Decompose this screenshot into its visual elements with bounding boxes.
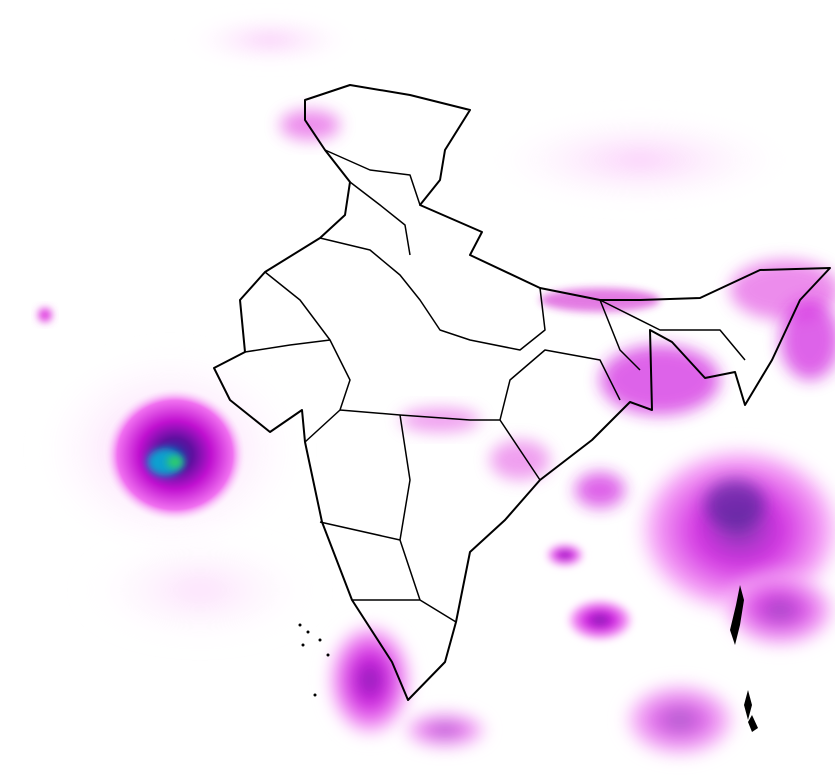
cloud <box>400 408 480 432</box>
cloud <box>280 110 340 140</box>
island <box>730 585 744 645</box>
island <box>313 693 317 697</box>
boundaries <box>213 84 831 701</box>
cloud-haze <box>80 540 320 640</box>
cloud <box>780 300 835 380</box>
cloud <box>565 598 635 642</box>
cloud <box>600 345 720 415</box>
island <box>306 630 310 634</box>
cyclone-eye <box>147 448 183 476</box>
cloud <box>38 308 52 322</box>
cloud <box>325 620 415 740</box>
cloud <box>720 570 835 650</box>
cloud <box>545 543 585 567</box>
cloud <box>400 710 490 750</box>
cloud <box>575 472 625 508</box>
island <box>298 623 302 627</box>
island <box>318 638 322 642</box>
country-outline <box>213 84 831 701</box>
cloud <box>490 440 550 480</box>
cyclone-core <box>167 456 183 468</box>
state-boundary <box>244 149 746 623</box>
islands <box>298 585 758 732</box>
island <box>744 690 752 720</box>
cloud <box>620 680 740 760</box>
cloud-core <box>705 480 765 530</box>
island <box>326 653 330 657</box>
cloud-haze <box>180 15 360 65</box>
island <box>301 643 305 647</box>
island <box>748 715 758 732</box>
cloud-haze <box>480 110 800 210</box>
